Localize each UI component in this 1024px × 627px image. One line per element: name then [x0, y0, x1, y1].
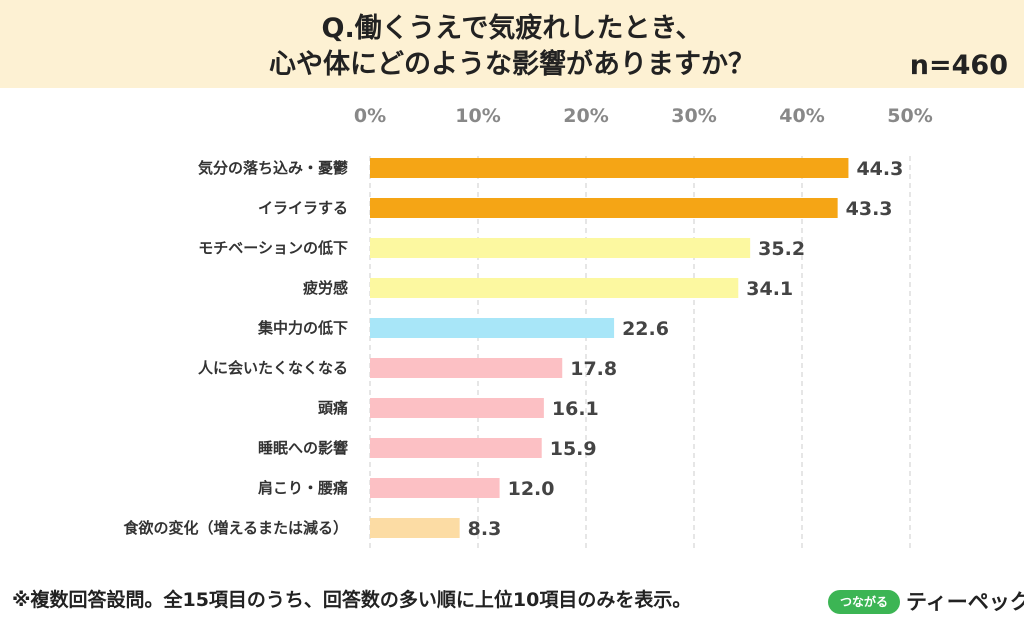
- bars: [370, 158, 849, 538]
- bar: [370, 278, 739, 298]
- chart-title-line-1: Q.働くうえで気疲れしたとき、: [321, 13, 703, 44]
- category-labels: 気分の落ち込み・憂鬱イライラするモチベーションの低下疲労感集中力の低下人に会いた…: [123, 159, 348, 537]
- category-label: 疲労感: [303, 279, 348, 297]
- value-label: 17.8: [570, 358, 617, 380]
- category-label: 睡眠への影響: [258, 439, 348, 457]
- value-label: 22.6: [622, 318, 669, 340]
- x-tick-label: 40%: [779, 105, 824, 127]
- header-band: Q.働くうえで気疲れしたとき、 心や体にどのような影響がありますか？ n=460: [0, 0, 1024, 88]
- bar: [370, 318, 615, 338]
- x-tick-label: 0%: [354, 105, 386, 127]
- logo-pill: つながる: [828, 590, 900, 614]
- footnote: ※複数回答設問。全15項目のうち、回答数の多い順に上位10項目のみを表示。: [12, 589, 692, 611]
- value-label: 15.9: [550, 438, 597, 460]
- category-label: 肩こり・腰痛: [258, 479, 348, 497]
- bar: [370, 518, 460, 538]
- category-label: 集中力の低下: [257, 319, 348, 337]
- x-tick-label: 20%: [563, 105, 608, 127]
- value-labels: 44.3 43.3 35.2 34.1 22.617.8 16.1 15.9 12.0 8.3: [468, 158, 904, 540]
- bar: [370, 158, 849, 178]
- value-label: 16.1: [552, 398, 599, 420]
- value-label: 34.1: [746, 278, 793, 300]
- value-label: 44.3: [856, 158, 903, 180]
- value-label: 12.0: [508, 478, 555, 500]
- bar: [370, 238, 751, 258]
- x-axis-ticks: 0% 10% 20% 30% 40% 50%: [354, 105, 933, 127]
- bar: [370, 438, 542, 458]
- bar-chart: 0% 10% 20% 30% 40% 50% 気分の落ち込み・憂鬱イライラするモチベーショ…: [123, 105, 933, 550]
- value-label: 8.3: [468, 518, 502, 540]
- category-label: モチベーションの低下: [198, 239, 348, 257]
- chart-title-line-2: 心や体にどのような影響がありますか？: [269, 49, 755, 80]
- logo-wordmark: ティーペック: [906, 590, 1024, 614]
- bar: [370, 358, 563, 378]
- bar: [370, 478, 500, 498]
- bar: [370, 398, 544, 418]
- x-tick-label: 50%: [887, 105, 932, 127]
- category-label: イライラする: [258, 199, 348, 217]
- value-label: 43.3: [846, 198, 893, 220]
- category-label: 頭痛: [318, 399, 348, 417]
- company-logo: つながる ティーペック: [828, 586, 1024, 620]
- category-label: 食欲の変化（増えるまたは減る）: [123, 519, 348, 537]
- sample-size-label: n=460: [909, 50, 1008, 81]
- x-tick-label: 10%: [455, 105, 500, 127]
- x-tick-label: 30%: [671, 105, 716, 127]
- bar: [370, 198, 838, 218]
- value-label: 35.2: [758, 238, 805, 260]
- category-label: 気分の落ち込み・憂鬱: [198, 159, 348, 177]
- category-label: 人に会いたくなくなる: [198, 359, 348, 377]
